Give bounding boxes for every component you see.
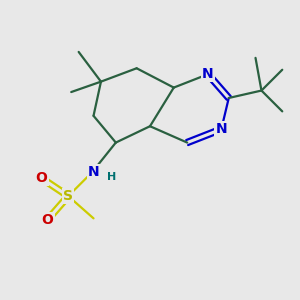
Text: N: N — [215, 122, 227, 136]
Text: N: N — [202, 67, 214, 81]
Text: N: N — [88, 165, 99, 179]
Text: O: O — [41, 213, 53, 227]
Text: S: S — [63, 189, 73, 203]
Text: O: O — [36, 171, 47, 185]
Text: H: H — [107, 172, 116, 182]
